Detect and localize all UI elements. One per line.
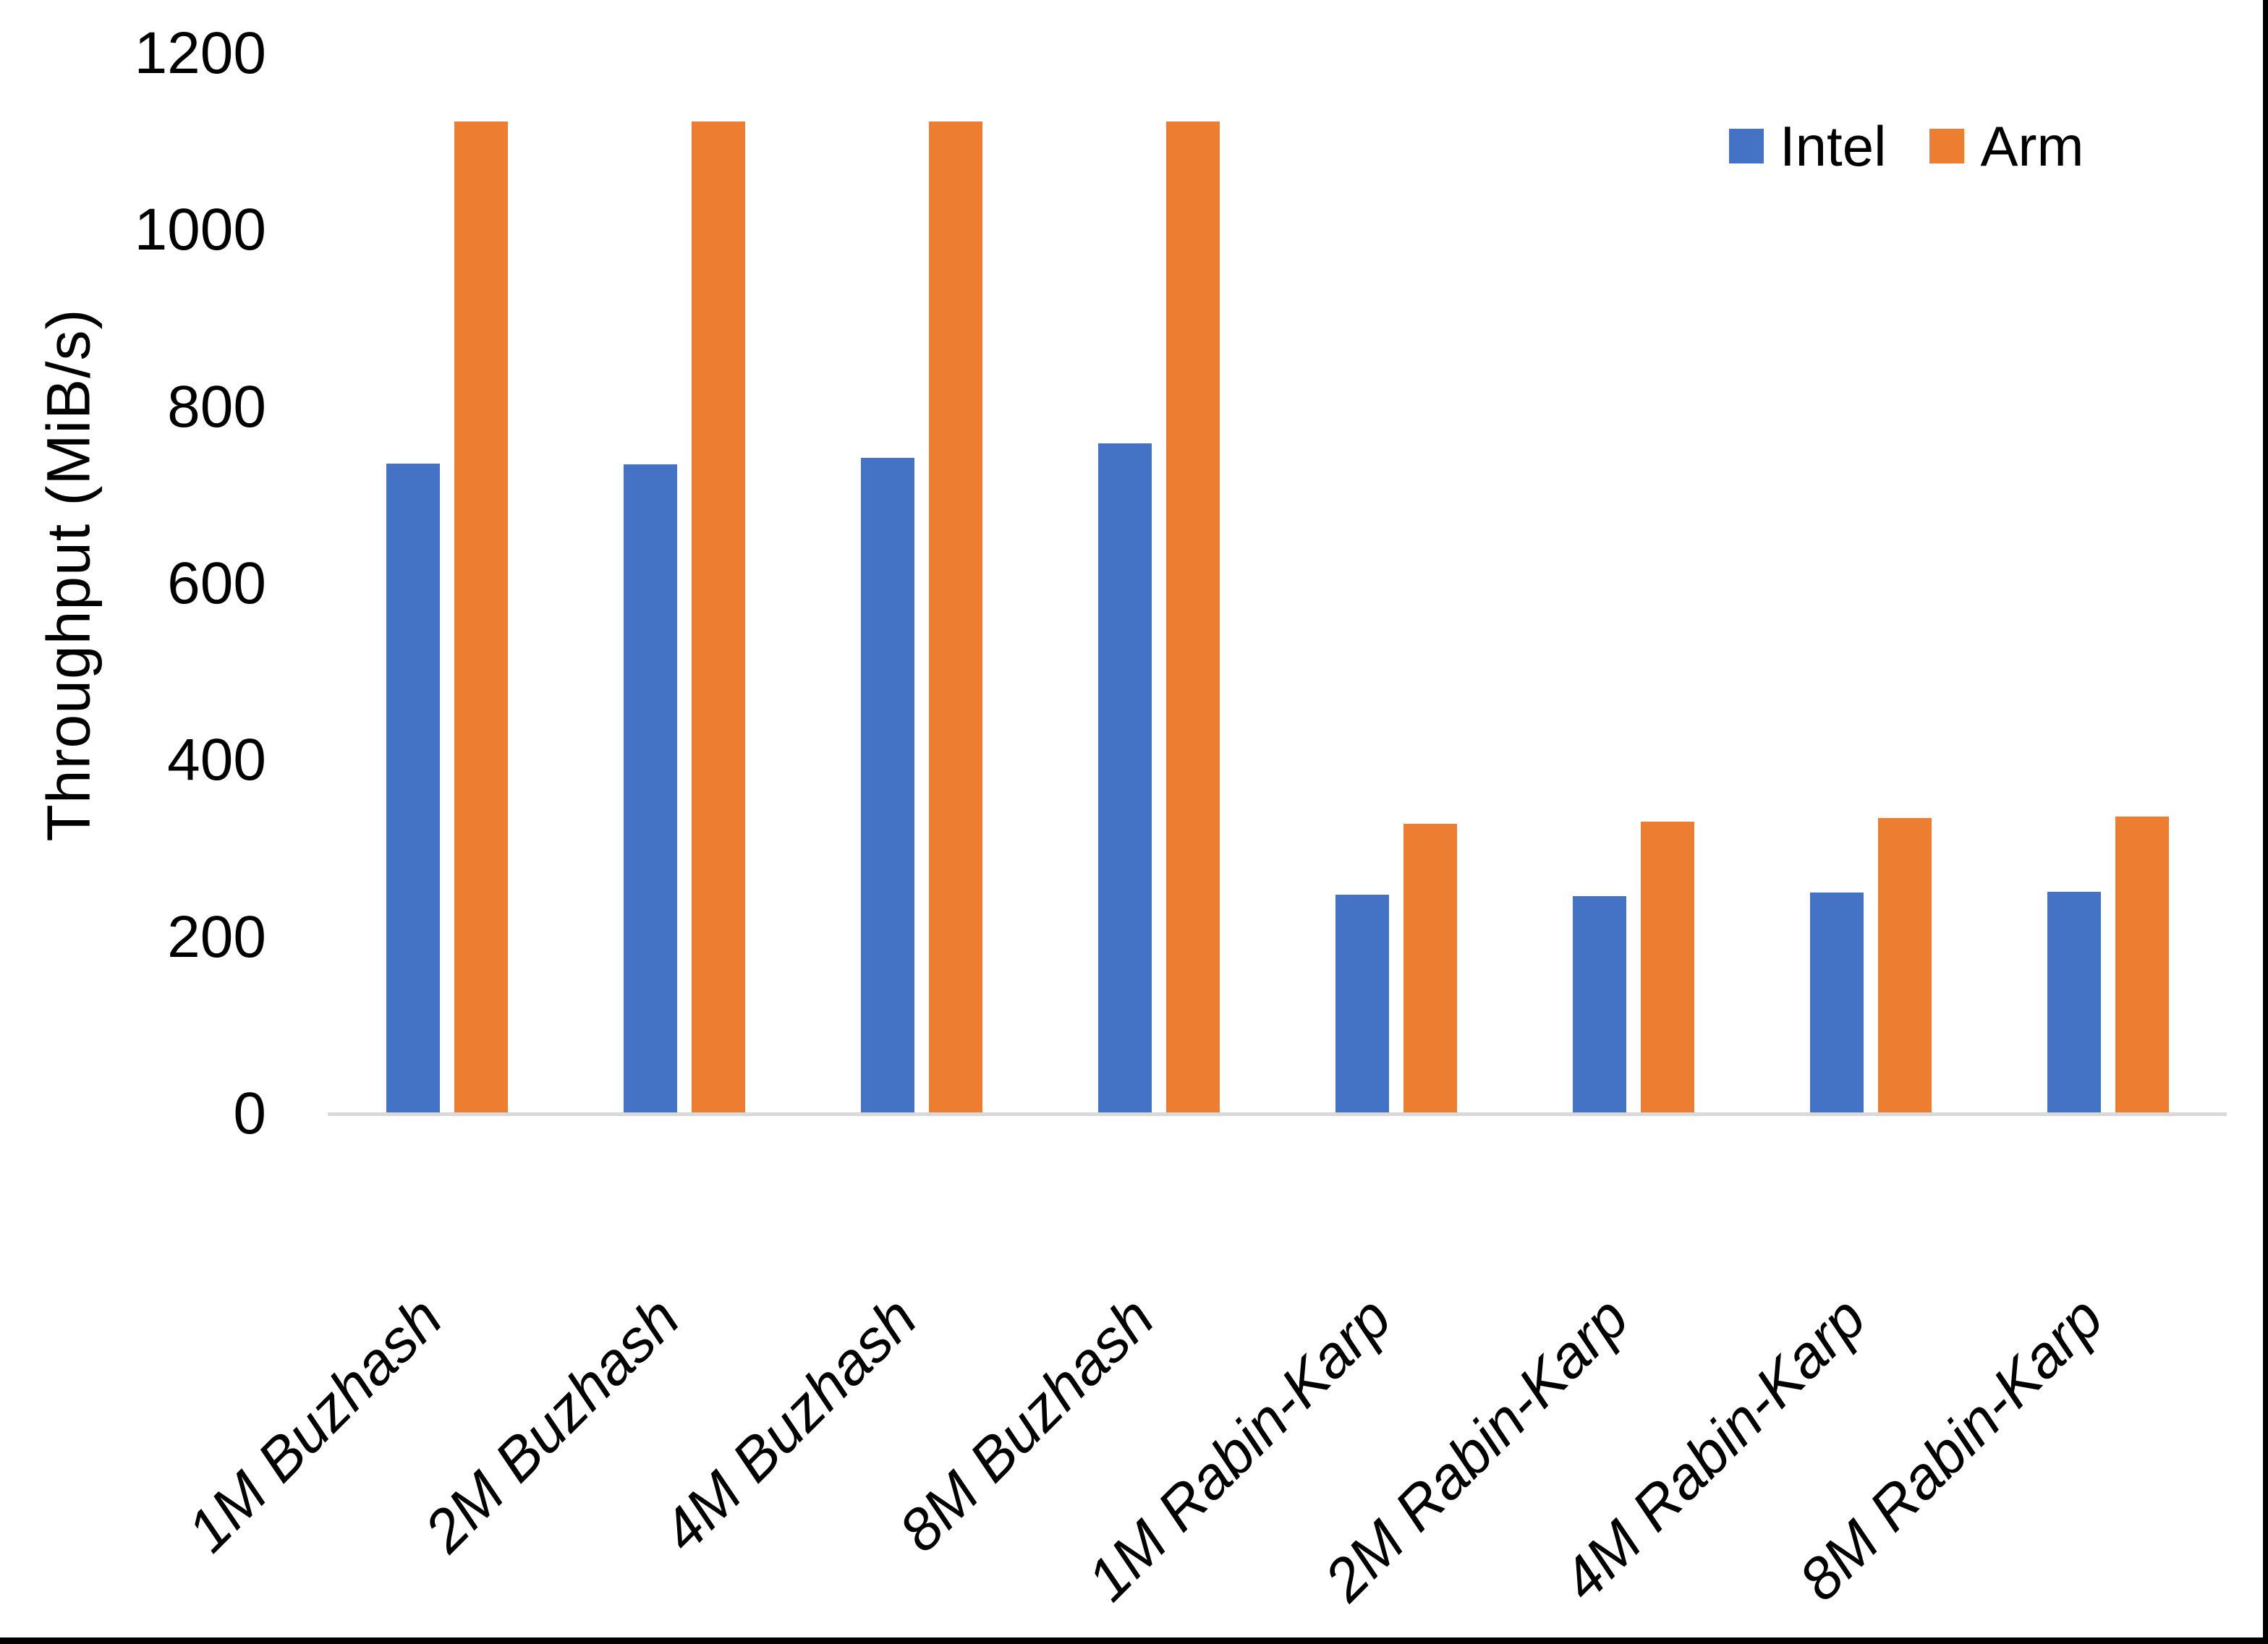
bar-intel-2m-rabin-karp	[1573, 896, 1626, 1112]
bar-intel-4m-rabin-karp	[1810, 893, 1864, 1112]
x-axis-line	[328, 1112, 2227, 1116]
x-tick-label-4m-buzhash: 4M Buzhash	[649, 1285, 930, 1565]
y-tick-label-200: 200	[167, 904, 266, 970]
y-tick-label-1000: 1000	[134, 197, 266, 263]
bar-arm-4m-buzhash	[929, 122, 982, 1112]
legend-item-arm: Arm	[1929, 118, 2084, 174]
bar-arm-2m-buzhash	[692, 122, 745, 1112]
y-tick-label-800: 800	[167, 374, 266, 440]
bar-arm-4m-rabin-karp	[1878, 818, 1932, 1112]
bar-arm-1m-buzhash	[454, 122, 508, 1112]
legend-swatch-arm	[1929, 129, 1965, 163]
legend: Intel Arm	[1729, 110, 2084, 182]
bar-arm-1m-rabin-karp	[1403, 824, 1457, 1112]
y-tick-label-600: 600	[167, 550, 266, 616]
y-tick-label-400: 400	[167, 727, 266, 793]
window-edge-right	[2263, 0, 2268, 1644]
legend-swatch-intel	[1729, 129, 1764, 163]
bar-intel-2m-buzhash	[624, 464, 677, 1112]
window-edge-bottom	[0, 1637, 2268, 1644]
y-tick-label-0: 0	[233, 1081, 266, 1146]
bar-intel-8m-buzhash	[1098, 443, 1152, 1112]
bar-arm-8m-rabin-karp	[2115, 817, 2169, 1112]
bar-intel-4m-buzhash	[861, 458, 914, 1112]
bar-arm-2m-rabin-karp	[1641, 822, 1694, 1112]
x-tick-label-2m-buzhash: 2M Buzhash	[412, 1285, 692, 1565]
bar-intel-1m-rabin-karp	[1335, 895, 1389, 1112]
bar-arm-8m-buzhash	[1166, 122, 1220, 1112]
bar-intel-1m-buzhash	[386, 464, 440, 1112]
y-tick-label-1200: 1200	[134, 20, 266, 86]
bar-intel-8m-rabin-karp	[2047, 892, 2101, 1112]
legend-item-intel: Intel	[1729, 118, 1886, 174]
legend-label-arm: Arm	[1980, 114, 2084, 178]
x-tick-label-1m-buzhash: 1M Buzhash	[174, 1285, 455, 1565]
legend-label-intel: Intel	[1780, 114, 1887, 178]
